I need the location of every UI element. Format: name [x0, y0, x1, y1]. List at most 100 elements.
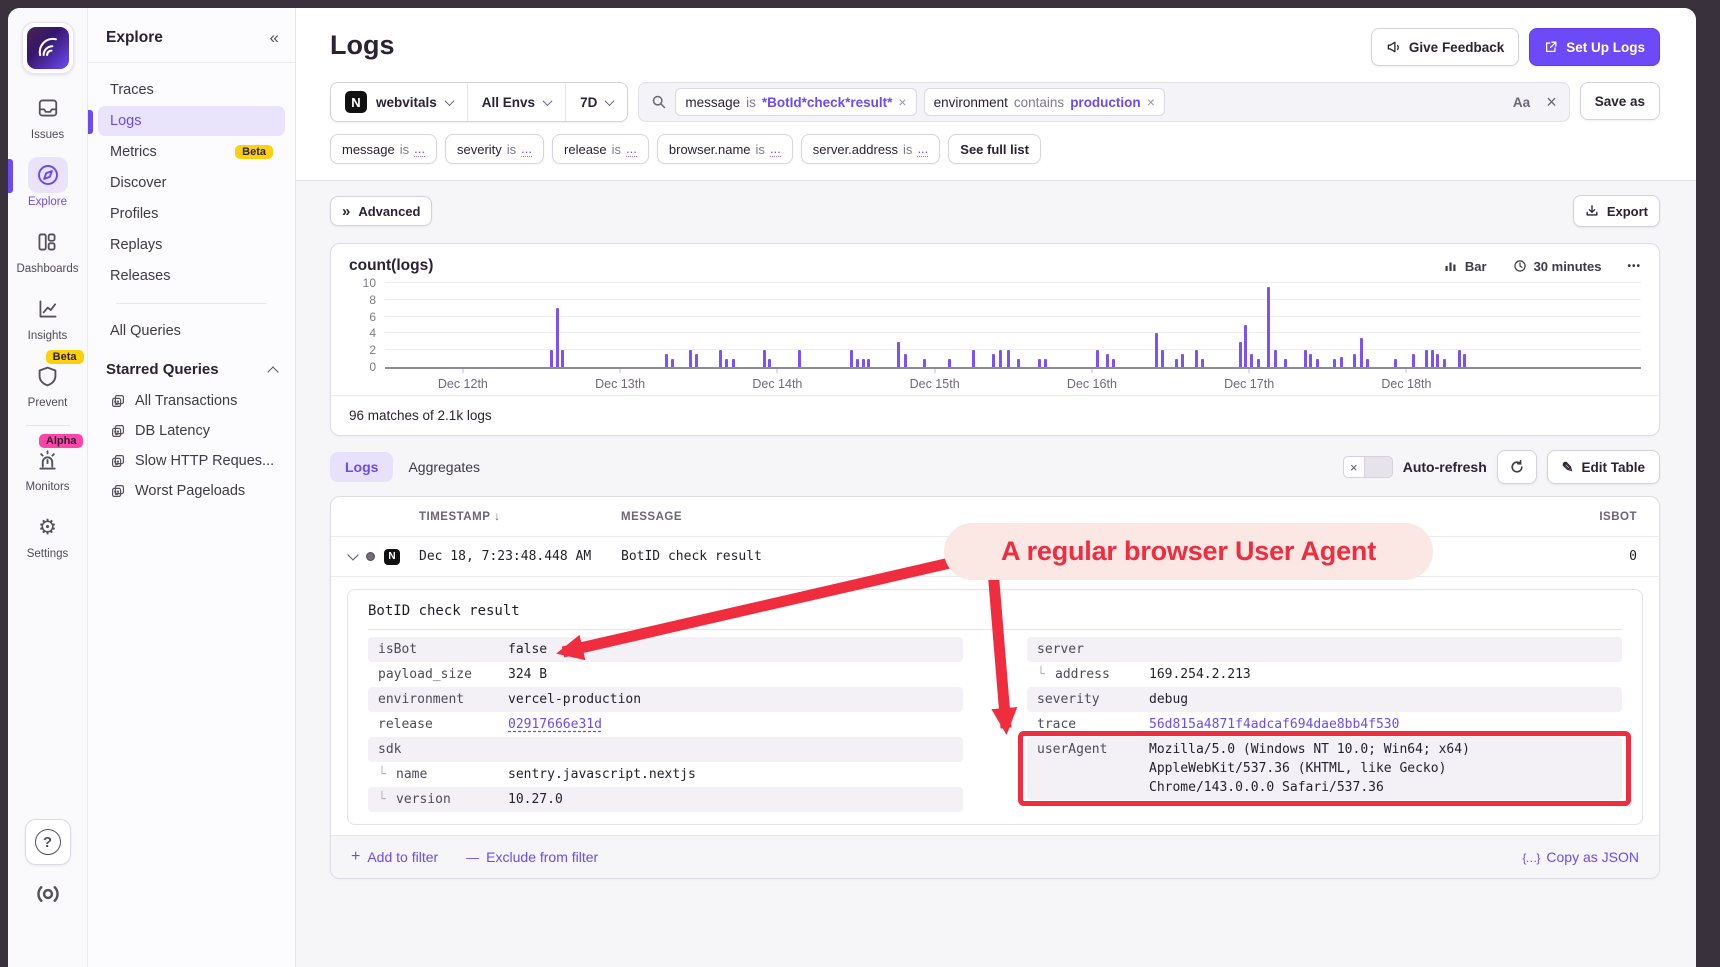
filter-chip[interactable]: message is ... — [330, 134, 437, 164]
interval-selector[interactable]: 30 minutes — [1513, 259, 1601, 274]
field-value[interactable]: 02917666e31d — [508, 717, 602, 732]
chart-more-options-icon[interactable] — [1627, 261, 1641, 272]
sentry-home-button[interactable] — [21, 22, 74, 74]
explore-panel-header: Explore — [88, 8, 295, 63]
refresh-button[interactable] — [1496, 450, 1537, 484]
x-axis-tick-mark — [934, 369, 936, 373]
search-input[interactable]: message is *BotId*check*result* environm… — [638, 82, 1570, 122]
detail-field-row: userAgent Mozilla/5.0 (Windows NT 10.0; … — [1018, 731, 1631, 806]
sidebar-label: Prevent — [27, 397, 68, 409]
set-up-logs-button[interactable]: Set Up Logs — [1529, 28, 1660, 66]
save-as-button[interactable]: Save as — [1579, 82, 1660, 120]
starred-query-item[interactable]: Worst Pageloads — [88, 476, 295, 506]
help-button[interactable] — [24, 819, 71, 865]
nav-label: Replays — [110, 237, 163, 253]
sidebar-item-issues[interactable]: Issues — [28, 90, 68, 141]
field-key: release — [378, 717, 433, 732]
field-value[interactable]: 56d815a4871f4adcaf694dae8bb4f530 — [1149, 717, 1400, 732]
chart-bar — [1175, 358, 1179, 367]
nav-item-profiles[interactable]: Profiles — [98, 199, 285, 229]
chip-value-placeholder: ... — [769, 141, 781, 157]
advanced-button[interactable]: Advanced — [330, 196, 433, 226]
nav-item-metrics[interactable]: Metrics Beta — [98, 137, 285, 167]
chart-bar — [1339, 356, 1343, 367]
chart-bar — [798, 350, 802, 367]
support-audio-icon[interactable] — [33, 879, 63, 909]
starred-query-item[interactable]: All Transactions — [88, 386, 295, 416]
give-feedback-button[interactable]: Give Feedback — [1370, 28, 1520, 66]
nextjs-sdk-icon — [384, 548, 400, 565]
copy-as-json-button[interactable]: Copy as JSON — [1522, 849, 1639, 865]
explore-nav-list: Traces Logs Metrics Beta Discover Profil… — [88, 63, 295, 347]
chart-bar — [991, 354, 995, 367]
nav-item-releases[interactable]: Releases — [98, 261, 285, 291]
starred-query-item[interactable]: DB Latency — [88, 416, 295, 446]
column-header-timestamp[interactable]: TIMESTAMP — [419, 511, 621, 523]
chart-bar — [1431, 350, 1435, 367]
chart-type-selector[interactable]: Bar — [1444, 259, 1487, 274]
remove-token-icon[interactable] — [1147, 94, 1155, 110]
nav-item-discover[interactable]: Discover — [98, 168, 285, 198]
filter-chip[interactable]: browser.name is ... — [656, 134, 793, 164]
question-mark-icon — [34, 829, 61, 855]
clear-search-icon[interactable] — [1546, 92, 1557, 113]
filter-chip[interactable]: severity is ... — [444, 134, 545, 164]
environment-selector[interactable]: All Envs — [466, 83, 565, 121]
nav-label: Metrics — [110, 144, 157, 160]
y-axis-tick: 2 — [369, 343, 376, 358]
sidebar-label: Issues — [30, 129, 65, 141]
x-axis-tick: Dec 15th — [909, 377, 960, 391]
chart-bar — [695, 354, 699, 367]
case-sensitivity-toggle[interactable]: Aa — [1512, 94, 1531, 110]
add-to-filter-button[interactable]: Add to filter — [351, 848, 438, 866]
remove-token-icon[interactable] — [898, 94, 906, 110]
chart-bar — [1250, 354, 1254, 367]
sidebar-label: Dashboards — [16, 263, 79, 275]
starred-query-item[interactable]: Slow HTTP Reques... — [88, 446, 295, 476]
filter-chips-row: message is ... severity is ... — [330, 134, 1660, 164]
chart-bar — [867, 358, 871, 367]
detail-field-row: name sentry.javascript.nextjs — [368, 762, 963, 787]
sidebar-item-dashboards[interactable]: Dashboards — [16, 224, 79, 275]
expand-row-chevron-icon[interactable] — [347, 548, 359, 561]
sidebar-item-monitors[interactable]: Alpha Monitors — [25, 434, 84, 493]
project-selector[interactable]: webvitals — [331, 83, 467, 121]
filter-chip[interactable]: release is ... — [552, 134, 649, 164]
chip-operator: is — [506, 141, 517, 157]
sidebar-item-insights[interactable]: Insights — [28, 291, 68, 342]
nav-item-logs[interactable]: Logs — [88, 106, 285, 136]
column-header-isbot[interactable]: ISBOT — [1599, 511, 1637, 523]
tab-logs[interactable]: Logs — [330, 452, 394, 482]
sidebar-item-explore[interactable]: Explore — [8, 157, 68, 208]
collapse-panel-icon[interactable] — [270, 28, 279, 48]
starred-queries-header[interactable]: Starred Queries — [88, 347, 295, 386]
field-value: false — [508, 642, 548, 657]
nav-item-replays[interactable]: Replays — [98, 230, 285, 260]
export-button[interactable]: Export — [1572, 195, 1660, 227]
x-axis-tick-mark — [1405, 369, 1407, 373]
filter-chip[interactable]: server.address is ... — [800, 134, 941, 164]
edit-table-label: Edit Table — [1581, 459, 1645, 475]
nav-item-all-queries[interactable]: All Queries — [98, 316, 285, 346]
chart-bar — [903, 354, 907, 367]
field-value: Mozilla/5.0 (Windows NT 10.0; Win64; x64… — [1149, 742, 1478, 795]
auto-refresh-toggle[interactable] — [1342, 456, 1393, 478]
sidebar-item-settings[interactable]: ⚙ Settings — [27, 509, 69, 561]
chip-operator: is — [903, 141, 913, 157]
nav-item-traces[interactable]: Traces — [98, 75, 285, 105]
sidebar-label: Monitors — [25, 481, 70, 493]
column-header-message[interactable]: MESSAGE — [621, 511, 683, 523]
search-token[interactable]: environment contains production — [923, 88, 1165, 116]
tab-aggregates[interactable]: Aggregates — [393, 452, 495, 482]
x-axis-tick-mark — [1091, 369, 1093, 373]
edit-table-button[interactable]: Edit Table — [1546, 450, 1660, 484]
field-key: isBot — [378, 642, 418, 657]
starred-query-label: Slow HTTP Reques... — [135, 453, 275, 469]
log-row[interactable]: Dec 18, 7:23:48.448 AM BotID check resul… — [331, 536, 1659, 576]
sidebar-item-prevent[interactable]: Beta Prevent — [27, 350, 84, 409]
search-token[interactable]: message is *BotId*check*result* — [675, 88, 917, 116]
date-range-selector[interactable]: 7D — [565, 83, 627, 121]
see-full-list-button[interactable]: See full list — [948, 134, 1041, 164]
detail-field-row: environment vercel-production — [368, 687, 963, 712]
exclude-from-filter-button[interactable]: Exclude from filter — [466, 849, 598, 865]
